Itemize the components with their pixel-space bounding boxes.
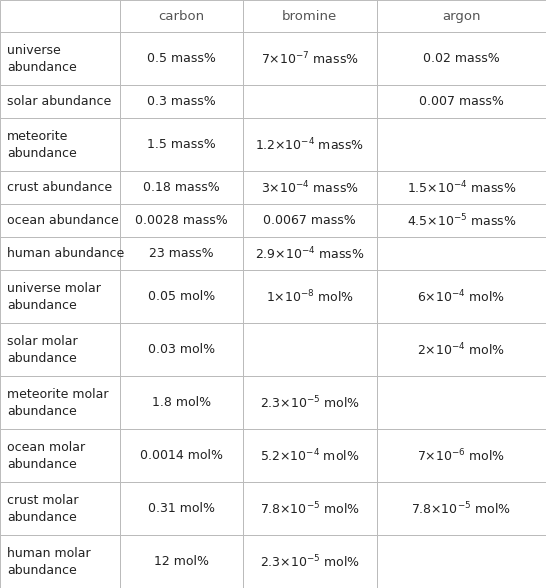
Text: human abundance: human abundance [7, 248, 124, 260]
Text: $1.5{\times}10^{-4}$ mass%: $1.5{\times}10^{-4}$ mass% [407, 179, 516, 196]
Bar [377, 270, 546, 323]
Bar [243, 0, 377, 32]
Text: solar abundance: solar abundance [7, 95, 111, 108]
Text: human molar
abundance: human molar abundance [7, 546, 91, 577]
Bar [243, 535, 377, 588]
Text: $2{\times}10^{-4}$ mol%: $2{\times}10^{-4}$ mol% [417, 342, 506, 358]
Text: $2.3{\times}10^{-5}$ mol%: $2.3{\times}10^{-5}$ mol% [260, 553, 360, 570]
Bar [377, 85, 546, 118]
Text: $1{\times}10^{-8}$ mol%: $1{\times}10^{-8}$ mol% [266, 289, 354, 305]
Bar [120, 171, 243, 205]
Text: 0.02 mass%: 0.02 mass% [423, 52, 500, 65]
Bar [0, 32, 120, 85]
Bar [0, 270, 120, 323]
Bar [120, 205, 243, 238]
Text: 0.05 mol%: 0.05 mol% [148, 290, 215, 303]
Text: solar molar
abundance: solar molar abundance [7, 335, 78, 365]
Text: bromine: bromine [282, 9, 337, 23]
Text: 0.007 mass%: 0.007 mass% [419, 95, 504, 108]
Bar [243, 323, 377, 376]
Bar [120, 0, 243, 32]
Bar [377, 238, 546, 270]
Bar [0, 535, 120, 588]
Text: 0.0014 mol%: 0.0014 mol% [140, 449, 223, 462]
Text: 23 mass%: 23 mass% [149, 248, 214, 260]
Text: $2.9{\times}10^{-4}$ mass%: $2.9{\times}10^{-4}$ mass% [255, 246, 365, 262]
Text: ocean molar
abundance: ocean molar abundance [7, 440, 85, 471]
Bar [120, 376, 243, 429]
Text: $7.8{\times}10^{-5}$ mol%: $7.8{\times}10^{-5}$ mol% [412, 500, 511, 517]
Text: $7{\times}10^{-7}$ mass%: $7{\times}10^{-7}$ mass% [261, 51, 359, 67]
Bar [120, 323, 243, 376]
Bar [243, 482, 377, 535]
Bar [120, 32, 243, 85]
Bar [377, 376, 546, 429]
Text: $6{\times}10^{-4}$ mol%: $6{\times}10^{-4}$ mol% [417, 289, 506, 305]
Text: universe
abundance: universe abundance [7, 44, 77, 74]
Text: $5.2{\times}10^{-4}$ mol%: $5.2{\times}10^{-4}$ mol% [260, 447, 360, 464]
Bar [377, 535, 546, 588]
Bar [243, 205, 377, 238]
Text: meteorite
abundance: meteorite abundance [7, 130, 77, 160]
Bar [243, 171, 377, 205]
Bar [243, 238, 377, 270]
Text: $7{\times}10^{-6}$ mol%: $7{\times}10^{-6}$ mol% [417, 447, 506, 464]
Bar [0, 171, 120, 205]
Bar [120, 482, 243, 535]
Bar [0, 323, 120, 376]
Bar [377, 32, 546, 85]
Text: $1.2{\times}10^{-4}$ mass%: $1.2{\times}10^{-4}$ mass% [256, 136, 364, 153]
Text: 0.3 mass%: 0.3 mass% [147, 95, 216, 108]
Bar [377, 0, 546, 32]
Bar [0, 429, 120, 482]
Bar [243, 429, 377, 482]
Bar [120, 118, 243, 171]
Text: ocean abundance: ocean abundance [7, 215, 119, 228]
Text: carbon: carbon [158, 9, 205, 23]
Text: $7.8{\times}10^{-5}$ mol%: $7.8{\times}10^{-5}$ mol% [260, 500, 360, 517]
Text: $3{\times}10^{-4}$ mass%: $3{\times}10^{-4}$ mass% [261, 179, 359, 196]
Text: 0.31 mol%: 0.31 mol% [148, 502, 215, 515]
Bar [0, 482, 120, 535]
Bar [243, 270, 377, 323]
Text: 12 mol%: 12 mol% [154, 555, 209, 568]
Bar [120, 270, 243, 323]
Text: 0.0028 mass%: 0.0028 mass% [135, 215, 228, 228]
Bar [0, 118, 120, 171]
Text: 0.5 mass%: 0.5 mass% [147, 52, 216, 65]
Bar [377, 323, 546, 376]
Text: crust molar
abundance: crust molar abundance [7, 493, 79, 524]
Bar [377, 118, 546, 171]
Bar [120, 429, 243, 482]
Text: meteorite molar
abundance: meteorite molar abundance [7, 387, 109, 418]
Text: universe molar
abundance: universe molar abundance [7, 282, 101, 312]
Text: crust abundance: crust abundance [7, 181, 112, 194]
Bar [120, 535, 243, 588]
Text: 1.5 mass%: 1.5 mass% [147, 138, 216, 151]
Text: 0.18 mass%: 0.18 mass% [143, 181, 220, 194]
Bar [120, 238, 243, 270]
Text: 0.03 mol%: 0.03 mol% [148, 343, 215, 356]
Bar [0, 85, 120, 118]
Text: argon: argon [442, 9, 480, 23]
Bar [243, 32, 377, 85]
Bar [243, 85, 377, 118]
Text: 1.8 mol%: 1.8 mol% [152, 396, 211, 409]
Bar [243, 376, 377, 429]
Bar [377, 429, 546, 482]
Bar [120, 85, 243, 118]
Bar [0, 0, 120, 32]
Text: $4.5{\times}10^{-5}$ mass%: $4.5{\times}10^{-5}$ mass% [407, 213, 516, 229]
Bar [243, 118, 377, 171]
Bar [0, 205, 120, 238]
Bar [377, 205, 546, 238]
Text: 0.0067 mass%: 0.0067 mass% [264, 215, 356, 228]
Bar [377, 482, 546, 535]
Text: $2.3{\times}10^{-5}$ mol%: $2.3{\times}10^{-5}$ mol% [260, 395, 360, 411]
Bar [0, 238, 120, 270]
Bar [377, 171, 546, 205]
Bar [0, 376, 120, 429]
